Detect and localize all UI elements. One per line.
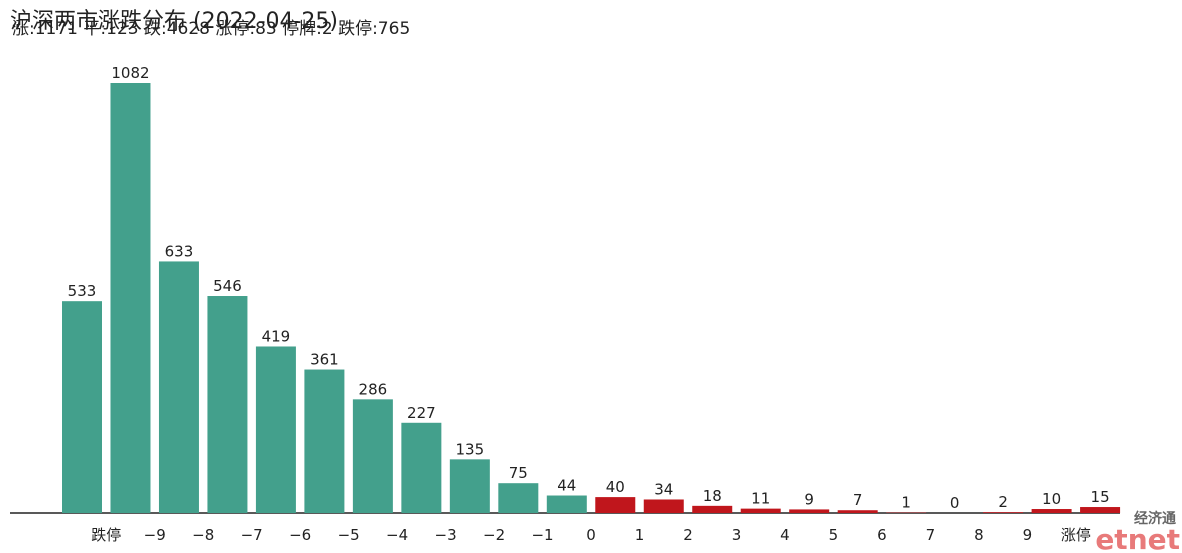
x-tick-label: −6 bbox=[289, 526, 311, 544]
value-label: 7 bbox=[853, 491, 863, 509]
value-label: 135 bbox=[456, 440, 485, 458]
bar bbox=[110, 83, 151, 513]
watermark-logo: etnet bbox=[1095, 523, 1180, 553]
value-label: 2 bbox=[998, 493, 1008, 511]
bar bbox=[643, 499, 684, 513]
bar bbox=[1080, 507, 1121, 513]
bar bbox=[401, 422, 442, 513]
x-tick-label: −1 bbox=[531, 526, 553, 544]
x-tick-label: 涨停 bbox=[1061, 526, 1091, 544]
bar bbox=[837, 510, 878, 513]
x-tick-label: 5 bbox=[829, 526, 839, 544]
x-tick-label: −7 bbox=[241, 526, 263, 544]
value-label: 633 bbox=[165, 242, 194, 260]
value-label: 227 bbox=[407, 404, 436, 422]
x-tick-label: 3 bbox=[732, 526, 742, 544]
value-label: 546 bbox=[213, 277, 242, 295]
x-tick-label: 0 bbox=[586, 526, 596, 544]
bar bbox=[158, 261, 199, 513]
bar bbox=[498, 483, 539, 513]
value-label: 1 bbox=[901, 494, 911, 512]
chart-title: 沪深两市涨跌分布 (2022-04-25) bbox=[10, 9, 338, 34]
bar bbox=[692, 505, 733, 513]
x-tick-label: 4 bbox=[780, 526, 790, 544]
x-tick-label: 8 bbox=[974, 526, 984, 544]
bar bbox=[207, 296, 248, 513]
x-tick-label: 7 bbox=[926, 526, 936, 544]
chart-subtitle: 涨:1171 平:123 跌:4628 涨停:83 停牌:2 跌停:765 bbox=[12, 19, 410, 39]
value-label: 0 bbox=[950, 494, 960, 512]
x-tick-label: 2 bbox=[683, 526, 693, 544]
x-tick-label: −4 bbox=[386, 526, 408, 544]
bar bbox=[546, 495, 587, 513]
value-label: 11 bbox=[751, 490, 770, 508]
bar bbox=[740, 508, 781, 513]
x-tick-label: 6 bbox=[877, 526, 887, 544]
value-label: 40 bbox=[606, 478, 625, 496]
value-label: 1082 bbox=[111, 64, 149, 82]
value-label: 419 bbox=[262, 327, 291, 345]
bar bbox=[983, 512, 1024, 513]
x-tick-label: −8 bbox=[192, 526, 214, 544]
bar bbox=[304, 369, 345, 513]
x-tick-label: 9 bbox=[1023, 526, 1033, 544]
value-label: 361 bbox=[310, 351, 339, 369]
value-label: 9 bbox=[804, 490, 814, 508]
bar bbox=[595, 497, 636, 513]
x-tick-label: −2 bbox=[483, 526, 505, 544]
value-label: 44 bbox=[557, 477, 576, 495]
x-tick-label: 跌停 bbox=[91, 526, 121, 544]
bar bbox=[789, 509, 830, 513]
x-tick-label: −9 bbox=[144, 526, 166, 544]
watermark-cn: 经济通 bbox=[1134, 510, 1176, 527]
bar bbox=[352, 399, 393, 513]
bar bbox=[449, 459, 490, 513]
x-tick-label: 1 bbox=[635, 526, 645, 544]
bar bbox=[1031, 509, 1072, 513]
value-label: 15 bbox=[1091, 488, 1110, 506]
value-label: 286 bbox=[359, 380, 388, 398]
bar bbox=[62, 301, 102, 513]
value-label: 34 bbox=[654, 480, 673, 498]
x-tick-label: −5 bbox=[338, 526, 360, 544]
value-label: 533 bbox=[68, 282, 97, 300]
value-label: 18 bbox=[703, 487, 722, 505]
bar bbox=[255, 346, 296, 513]
x-tick-label: −3 bbox=[435, 526, 457, 544]
value-label: 75 bbox=[509, 464, 528, 482]
value-label: 10 bbox=[1042, 490, 1061, 508]
